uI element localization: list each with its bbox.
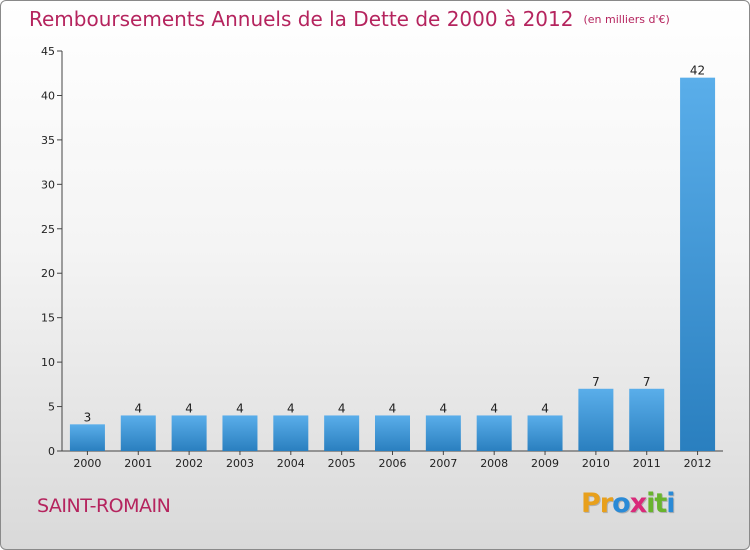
data-label: 4 — [338, 401, 346, 415]
data-label: 4 — [287, 401, 295, 415]
y-tick-label: 20 — [41, 267, 55, 280]
bar — [680, 77, 716, 452]
logo-letter: o — [612, 488, 631, 519]
x-tick-label: 2003 — [226, 457, 254, 470]
bar — [324, 415, 360, 451]
x-tick-label: 2011 — [633, 457, 661, 470]
logo-letter: i — [666, 488, 675, 519]
proxiti-logo: Proxiti — [581, 488, 676, 519]
bar — [120, 415, 156, 451]
y-tick-label: 25 — [41, 223, 55, 236]
logo-letter: i — [646, 488, 655, 519]
bar — [69, 424, 105, 451]
data-label: 4 — [134, 401, 142, 415]
data-label: 4 — [440, 401, 448, 415]
bar — [222, 415, 258, 451]
bar — [273, 415, 309, 451]
data-label: 3 — [84, 410, 92, 424]
data-label: 7 — [643, 375, 651, 389]
y-tick-label: 10 — [41, 356, 55, 369]
x-tick-label: 2006 — [379, 457, 407, 470]
y-tick-label: 0 — [48, 445, 55, 458]
bar — [629, 388, 665, 451]
data-label: 7 — [592, 375, 600, 389]
bar — [425, 415, 461, 451]
bar — [171, 415, 207, 451]
data-label: 42 — [690, 64, 705, 78]
y-tick-label: 5 — [48, 401, 55, 414]
x-tick-label: 2010 — [582, 457, 610, 470]
bar — [527, 415, 563, 451]
x-tick-label: 2004 — [277, 457, 305, 470]
y-tick-label: 45 — [41, 45, 55, 58]
x-tick-label: 2012 — [684, 457, 712, 470]
data-label: 4 — [389, 401, 397, 415]
x-tick-label: 2008 — [480, 457, 508, 470]
x-tick-label: 2009 — [531, 457, 559, 470]
y-tick-label: 40 — [41, 89, 55, 102]
data-label: 4 — [541, 401, 549, 415]
x-tick-label: 2000 — [73, 457, 101, 470]
chart-title: Remboursements Annuels de la Dette de 20… — [29, 7, 670, 31]
logo-letter: x — [629, 488, 647, 519]
bar — [578, 388, 614, 451]
bar — [476, 415, 512, 451]
data-label: 4 — [490, 401, 498, 415]
y-tick-label: 35 — [41, 134, 55, 147]
y-tick-label: 30 — [41, 178, 55, 191]
commune-name: SAINT-ROMAIN — [37, 495, 171, 517]
chart-subtitle: (en milliers d'€) — [583, 13, 670, 26]
x-tick-label: 2007 — [429, 457, 457, 470]
data-label: 4 — [185, 401, 193, 415]
data-label: 4 — [236, 401, 244, 415]
bar — [375, 415, 410, 451]
x-tick-label: 2005 — [328, 457, 356, 470]
y-tick-label: 15 — [41, 312, 55, 325]
x-tick-label: 2002 — [175, 457, 203, 470]
x-tick-label: 2001 — [124, 457, 152, 470]
logo-letter: r — [599, 488, 613, 519]
logo-letter: P — [581, 488, 601, 519]
logo-letter: t — [654, 488, 667, 519]
